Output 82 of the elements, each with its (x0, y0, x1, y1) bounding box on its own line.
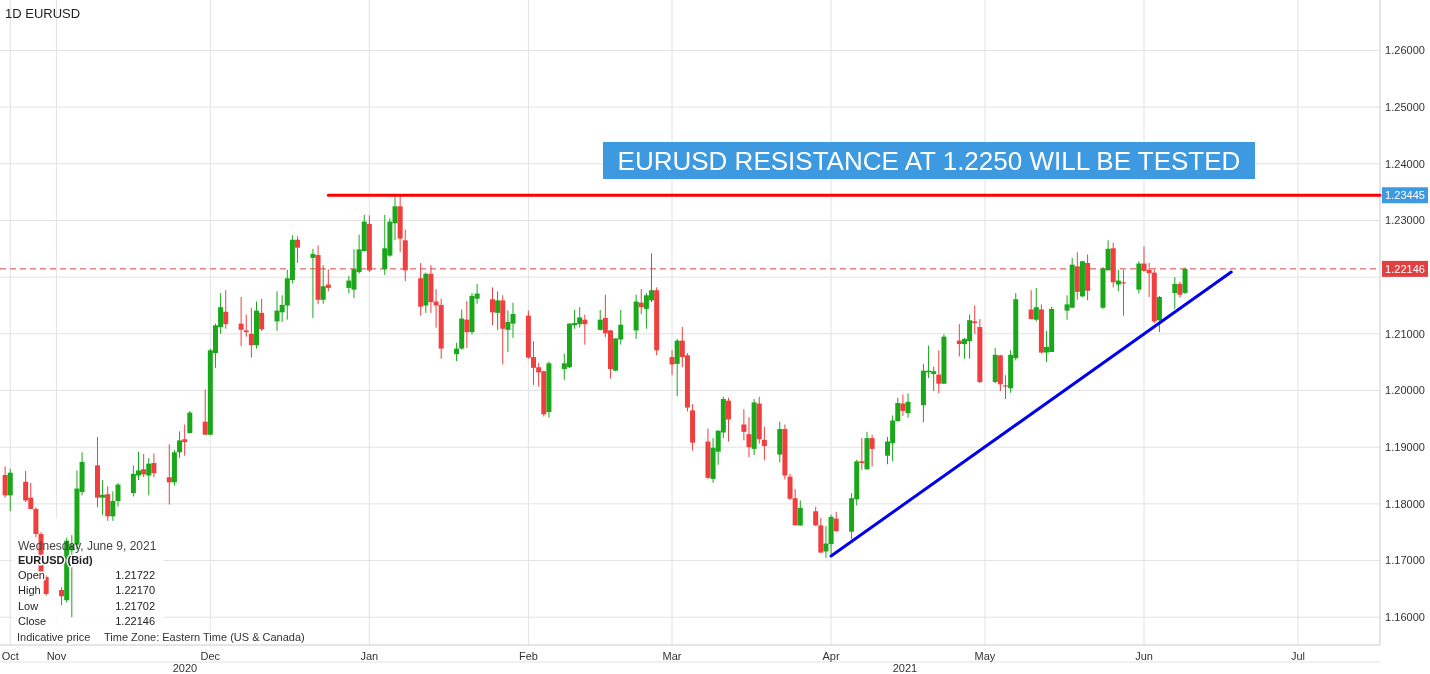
candlestick (1028, 289, 1034, 320)
candlestick (495, 290, 501, 331)
candlestick (141, 453, 147, 478)
candlestick (310, 248, 316, 319)
candlestick (833, 511, 839, 533)
y-tick-label: 1.18000 (1385, 497, 1425, 510)
x-tick-label: Apr (822, 649, 840, 662)
text: 2021 (892, 661, 918, 674)
x-tick-label: Oct (1, 649, 19, 662)
candlestick (295, 235, 301, 264)
ref-line-label: 1.22146 (1385, 262, 1425, 275)
candlestick (202, 388, 208, 436)
candlestick (7, 468, 13, 512)
candlestick (43, 574, 49, 597)
y-tick-label: 1.25000 (1385, 100, 1425, 113)
x-tick-label: Nov (46, 649, 67, 662)
candlestick (895, 397, 901, 423)
candlestick (238, 296, 244, 347)
candlestick (859, 437, 865, 471)
x-tick-label: Jun (1135, 649, 1153, 662)
annotation: 1.22146 (115, 615, 155, 628)
annotation: 1.21722 (115, 568, 155, 581)
candlestick (100, 479, 106, 516)
x-tick-label: Mar (662, 649, 682, 662)
x-tick-label: Jul (1290, 649, 1305, 662)
candlestick (105, 485, 111, 522)
candlestick (900, 393, 906, 417)
candlestick (59, 586, 65, 606)
annotation: EURUSD RESISTANCE AT 1.2250 WILL BE TESTED (617, 146, 1241, 177)
candlestick (243, 314, 249, 338)
candlestick (223, 289, 229, 330)
text: 1D EURUSD (5, 6, 81, 21)
candlestick (797, 499, 803, 527)
annotation: Close (18, 615, 47, 628)
annotation: 1.22170 (115, 584, 155, 597)
candlestick (259, 298, 265, 332)
y-tick-label: 1.17000 (1385, 554, 1425, 567)
candlestick (182, 424, 188, 457)
candlestick (1156, 295, 1162, 333)
candlestick (1115, 269, 1121, 292)
y-tick-label: 1.16000 (1385, 611, 1425, 624)
y-tick-label: 1.20000 (1385, 384, 1425, 397)
candlestick (187, 410, 193, 435)
annotation: 1.21702 (115, 599, 155, 612)
y-tick-label: 1.19000 (1385, 441, 1425, 454)
candlestick (972, 305, 978, 335)
x-tick-label: Feb (518, 649, 538, 662)
candlestick (1003, 374, 1008, 400)
text: 2020 (172, 661, 198, 674)
candlestick (2, 465, 8, 499)
candlestick (1033, 287, 1039, 322)
candlestick (146, 457, 152, 496)
annotation: High (18, 584, 41, 597)
text: 1.23445 (1385, 189, 1425, 202)
candlestick (869, 434, 875, 467)
candlestick (905, 392, 911, 419)
y-tick-label: 1.23000 (1385, 214, 1425, 227)
candlestick (725, 397, 731, 443)
candlestick (761, 426, 767, 461)
candlestick (166, 443, 172, 505)
x-tick-label: May (974, 649, 996, 662)
x-tick-label: Jan (360, 649, 379, 662)
y-tick-label: 1.24000 (1385, 157, 1425, 170)
candlestick (151, 452, 157, 478)
candlestick (489, 286, 495, 326)
candlestick (669, 349, 675, 376)
x-tick-label: Dec (200, 649, 221, 662)
candlestick (936, 349, 942, 394)
candlestick (464, 300, 470, 349)
candlestick (1172, 276, 1178, 310)
candlestick (320, 264, 326, 305)
candlestick (382, 214, 388, 276)
y-tick-label: 1.21000 (1385, 327, 1425, 340)
candlestick (279, 294, 285, 323)
annotation: Time Zone: Eastern Time (US & Canada) (104, 630, 305, 643)
candlestick (248, 307, 254, 359)
candlestick (177, 430, 183, 459)
y-tick-label: 1.26000 (1385, 44, 1425, 57)
annotation: Low (18, 599, 39, 612)
candlestick (674, 338, 680, 397)
candlestick (813, 506, 819, 527)
annotation: Indicative price (17, 630, 91, 643)
